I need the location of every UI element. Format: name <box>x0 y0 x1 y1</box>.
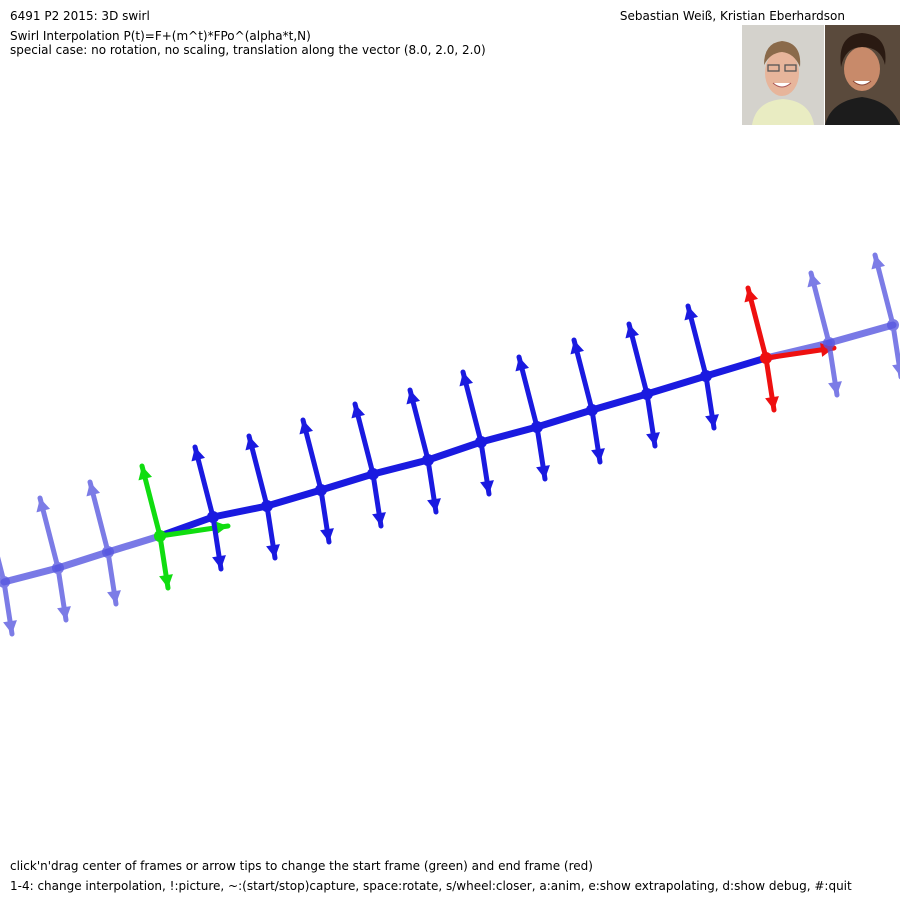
arrow-head <box>871 255 886 270</box>
frame-center <box>700 370 712 382</box>
arrow-head <box>266 544 280 558</box>
end-frame[interactable] <box>744 285 837 413</box>
arrow-head <box>406 390 421 405</box>
author-portrait-image <box>742 25 824 125</box>
help-drag-instructions: click'n'drag center of frames or arrow t… <box>10 859 593 873</box>
help-key-bindings: 1-4: change interpolation, !:picture, ~:… <box>10 879 852 893</box>
interpolated-frame <box>245 433 280 561</box>
spine-segment <box>825 321 897 347</box>
spine-segment <box>702 354 770 380</box>
interpolated-frame <box>299 417 334 545</box>
arrow-head <box>570 340 585 355</box>
spine-segment <box>104 532 164 556</box>
spine-segment <box>263 486 325 510</box>
arrow-head <box>820 342 834 357</box>
frame-center <box>760 352 772 364</box>
arrow-head <box>646 432 660 446</box>
arrow-head <box>212 555 226 569</box>
authors-label: Sebastian Weiß, Kristian Eberhardson <box>619 9 845 23</box>
spine-segment <box>209 502 271 521</box>
interpolated-frame <box>515 354 550 482</box>
spine-segment <box>54 548 112 572</box>
arrow-head <box>107 590 121 604</box>
arrow-head <box>372 512 386 526</box>
app-title: 6491 P2 2015: 3D swirl <box>10 9 150 23</box>
interpolated-frame <box>684 303 719 431</box>
extrapolated-frame <box>807 270 842 398</box>
arrow-head <box>807 273 822 288</box>
spine-segment <box>369 456 432 478</box>
interpolated-frame <box>406 387 441 515</box>
spine-segment <box>317 470 377 494</box>
frame-center <box>823 337 835 349</box>
arrow-head <box>191 447 206 462</box>
frame-center <box>475 436 487 448</box>
frame-center <box>261 500 273 512</box>
arrow-head <box>828 381 842 395</box>
spine-segment <box>588 390 651 414</box>
arrow-head <box>299 420 314 435</box>
frame-center <box>315 484 327 496</box>
formula-label: Swirl Interpolation P(t)=F+(m^t)*FPo^(al… <box>10 29 311 43</box>
arrow-head <box>765 396 779 410</box>
arrow-head <box>86 482 101 497</box>
arrow-head <box>480 480 494 494</box>
arrow-head <box>536 465 550 479</box>
frame-center <box>531 421 543 433</box>
frame-center <box>422 454 434 466</box>
frame-center <box>102 546 114 558</box>
interpolated-frame <box>459 369 494 497</box>
arrow-head <box>684 306 699 321</box>
frame-center <box>586 404 598 416</box>
frame-center <box>367 468 379 480</box>
spine-segment <box>424 438 485 464</box>
arrow-head <box>3 620 17 634</box>
arrow-head <box>320 528 334 542</box>
interpolated-frame <box>191 444 226 572</box>
arrow-head <box>159 574 173 588</box>
arrow-head <box>625 324 640 339</box>
extrapolated-frame <box>0 556 17 637</box>
interpolated-frame <box>570 337 605 465</box>
arrow-head <box>36 498 51 513</box>
arrow-head <box>892 364 900 376</box>
spine-segment <box>643 372 710 398</box>
interpolated-frame <box>351 401 386 529</box>
arrow-head <box>515 357 530 372</box>
frame-center <box>0 576 10 588</box>
spine-segment <box>533 406 596 431</box>
frame-center <box>887 319 899 331</box>
extrapolated-frame <box>36 495 71 623</box>
arrow-head <box>351 404 366 419</box>
frame-center <box>154 530 166 542</box>
arrow-shaft <box>0 556 7 585</box>
arrow-head <box>744 288 759 303</box>
spine-segment <box>477 423 541 446</box>
arrow-head <box>459 372 474 387</box>
arrow-head <box>705 414 719 428</box>
frame-center <box>52 562 64 574</box>
author-photo-1 <box>742 25 824 125</box>
interpolated-frame <box>625 321 660 449</box>
spine-segment <box>0 564 62 586</box>
frame-center <box>207 511 219 523</box>
frame-center <box>641 388 653 400</box>
extrapolated-frame <box>86 479 121 607</box>
arrow-head <box>427 498 441 512</box>
arrow-head <box>138 466 153 481</box>
extrapolated-frame <box>871 252 900 380</box>
special-case-label: special case: no rotation, no scaling, t… <box>10 43 486 57</box>
arrow-head <box>57 606 71 620</box>
arrow-head <box>591 448 605 462</box>
author-photo-2 <box>825 25 900 125</box>
author-portrait-image <box>825 25 900 125</box>
arrow-head <box>245 436 260 451</box>
